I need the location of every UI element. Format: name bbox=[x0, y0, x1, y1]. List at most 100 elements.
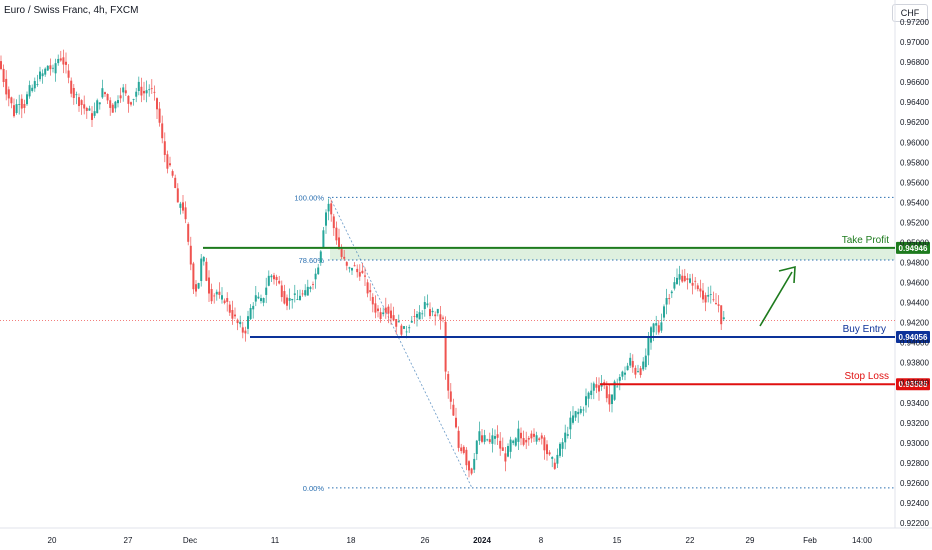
price-axis[interactable]: 0.97200 0.97000 0.96800 0.96600 0.96400 0.962… bbox=[900, 18, 929, 528]
candle-body-254 bbox=[660, 322, 663, 331]
time-axis[interactable]: 20 27 Dec 11 18 26 2024 8 15 22 29 Feb 14:00 bbox=[48, 536, 873, 545]
candle-body-64 bbox=[166, 154, 169, 169]
candle-body-148 bbox=[384, 307, 387, 313]
candle-body-24 bbox=[62, 57, 65, 65]
candle-body-7 bbox=[18, 104, 21, 105]
candle-body-40 bbox=[104, 92, 106, 95]
candle-body-35 bbox=[91, 113, 93, 120]
candle-body-173 bbox=[449, 391, 452, 402]
time-tick-label-10: 29 bbox=[746, 536, 755, 545]
price-tick-label-14: 0.94400 bbox=[900, 299, 929, 308]
take-profit-label: Take Profit bbox=[842, 235, 889, 246]
candle-body-233 bbox=[605, 386, 608, 399]
candle-body-46 bbox=[119, 95, 122, 99]
price-tick-label-18: 0.93600 bbox=[900, 379, 929, 388]
candle-body-246 bbox=[639, 368, 642, 376]
time-tick-label-7: 8 bbox=[539, 536, 544, 545]
candle-body-128 bbox=[332, 216, 335, 229]
candle-body-68 bbox=[176, 188, 179, 203]
candle-body-184 bbox=[478, 431, 481, 441]
candle-body-131 bbox=[340, 248, 343, 257]
candle-body-177 bbox=[460, 447, 463, 452]
candle-body-18 bbox=[46, 65, 49, 71]
candle-body-51 bbox=[132, 99, 135, 100]
projection-arrow-group bbox=[759, 265, 796, 327]
candle-body-204 bbox=[530, 433, 533, 439]
candle-body-240 bbox=[624, 372, 626, 375]
candle-body-163 bbox=[423, 302, 426, 309]
candle-body-252 bbox=[655, 323, 658, 326]
candle-body-126 bbox=[327, 203, 330, 212]
candle-body-86 bbox=[223, 300, 226, 304]
candle-body-188 bbox=[488, 439, 491, 443]
candle-body-102 bbox=[265, 287, 268, 295]
candle-body-211 bbox=[548, 452, 551, 455]
time-tick-label-9: 22 bbox=[686, 536, 695, 545]
candle-body-167 bbox=[434, 314, 437, 317]
candle-body-70 bbox=[182, 202, 184, 211]
candle-body-108 bbox=[280, 285, 283, 298]
candle-body-238 bbox=[618, 377, 621, 381]
candle-body-225 bbox=[585, 396, 587, 406]
candle-body-278 bbox=[722, 317, 725, 320]
take-profit-zone bbox=[330, 247, 895, 260]
candle-body-171 bbox=[444, 321, 447, 372]
currency-badge[interactable]: CHF bbox=[892, 4, 928, 22]
candle-body-41 bbox=[106, 93, 109, 101]
price-tick-label-11: 0.95000 bbox=[900, 238, 929, 247]
candle-body-47 bbox=[122, 87, 125, 93]
candle-body-140 bbox=[364, 275, 366, 277]
candle-body-201 bbox=[522, 438, 525, 445]
candle-body-210 bbox=[546, 444, 548, 455]
candle-body-80 bbox=[208, 277, 210, 294]
time-tick-label-1: 27 bbox=[124, 536, 133, 545]
candle-body-132 bbox=[343, 256, 346, 259]
stop-loss-price-text: 0.93585 bbox=[899, 380, 928, 389]
candle-body-224 bbox=[582, 409, 585, 411]
candle-body-267 bbox=[694, 280, 697, 282]
candle-body-39 bbox=[101, 88, 104, 98]
projection-arrow-head bbox=[778, 265, 796, 284]
candle-body-235 bbox=[611, 394, 613, 405]
candle-body-220 bbox=[572, 415, 574, 423]
candle-body-156 bbox=[405, 331, 408, 333]
price-tick-label-24: 0.92400 bbox=[900, 499, 929, 508]
candle-body-60 bbox=[156, 98, 158, 110]
candle-body-273 bbox=[709, 294, 712, 295]
candle-body-191 bbox=[496, 434, 499, 438]
take-profit-price-pill bbox=[896, 241, 930, 254]
candle-body-100 bbox=[260, 298, 262, 302]
candle-body-207 bbox=[538, 438, 541, 440]
candle-body-219 bbox=[569, 417, 572, 430]
candle-body-170 bbox=[442, 317, 444, 319]
candle-body-6 bbox=[15, 104, 18, 113]
candle-body-13 bbox=[33, 81, 36, 89]
candle-body-178 bbox=[462, 446, 465, 453]
candle-body-44 bbox=[114, 101, 117, 109]
candle-body-87 bbox=[226, 298, 229, 302]
candle-body-22 bbox=[57, 58, 60, 64]
candle-body-98 bbox=[254, 295, 257, 302]
candle-body-189 bbox=[491, 435, 494, 444]
fib-label-1: 78.60% bbox=[299, 256, 325, 265]
candle-body-26 bbox=[67, 70, 70, 78]
candle-body-42 bbox=[109, 100, 112, 108]
candle-body-269 bbox=[699, 288, 702, 292]
candle-body-14 bbox=[36, 84, 39, 85]
price-tick-label-15: 0.94200 bbox=[900, 319, 929, 328]
candle-body-270 bbox=[702, 290, 704, 300]
candle-body-77 bbox=[200, 258, 203, 282]
candle-body-209 bbox=[543, 437, 546, 451]
candle-body-96 bbox=[249, 308, 252, 320]
candle-body-59 bbox=[153, 91, 156, 93]
candle-body-133 bbox=[345, 262, 348, 266]
price-tick-label-20: 0.93200 bbox=[900, 419, 929, 428]
candle-body-31 bbox=[80, 100, 83, 106]
candle-body-212 bbox=[551, 456, 554, 459]
candle-body-91 bbox=[236, 319, 239, 324]
candle-body-72 bbox=[187, 224, 190, 242]
candle-body-142 bbox=[369, 290, 372, 293]
candle-body-193 bbox=[501, 447, 504, 451]
candle-body-12 bbox=[31, 87, 34, 91]
